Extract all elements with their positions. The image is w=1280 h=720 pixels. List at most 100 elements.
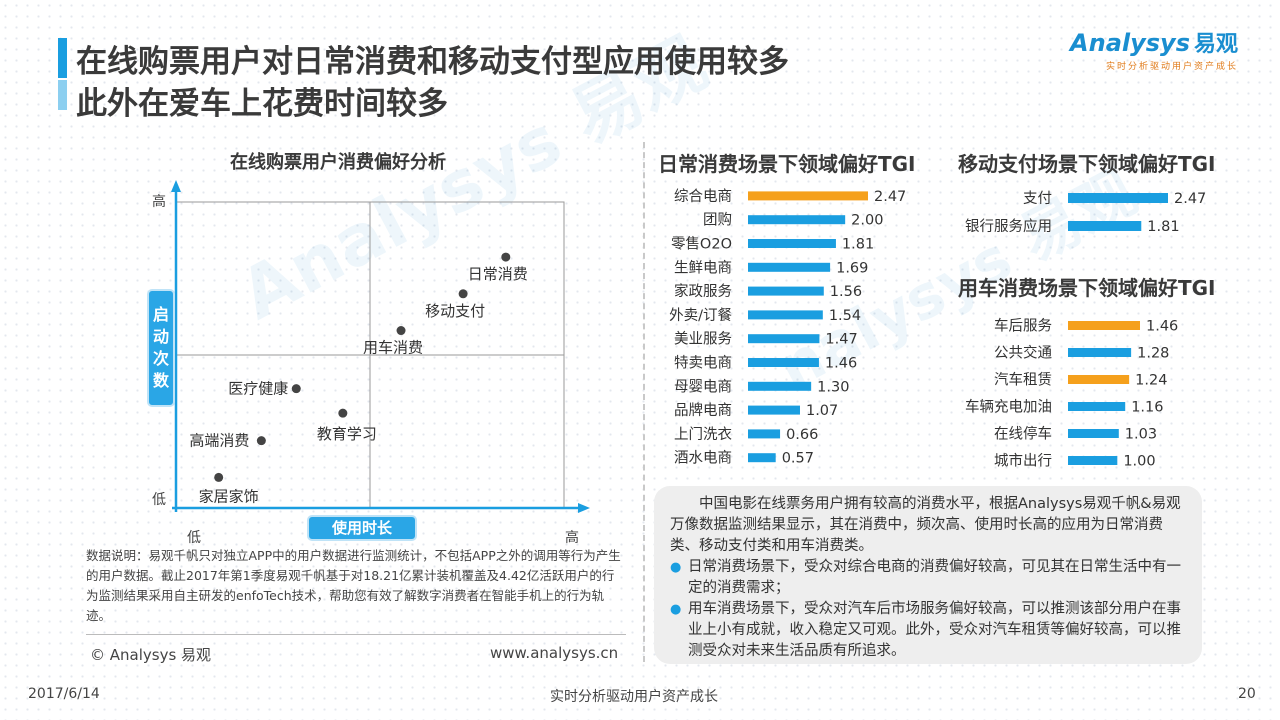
bar: [748, 215, 846, 225]
bar-category-label: 零售O2O: [671, 236, 732, 253]
scatter-point: [501, 252, 511, 262]
bar-category-label: 上门洗衣: [674, 426, 732, 443]
bar-value-label: 1.30: [817, 379, 849, 395]
bar-value-label: 0.66: [786, 427, 818, 443]
y-axis-title-char: 动: [153, 327, 169, 346]
bar-category-label: 综合电商: [674, 188, 732, 205]
bar-value-label: 1.81: [1147, 219, 1179, 235]
scatter-point: [214, 472, 224, 482]
section-divider: [643, 142, 645, 662]
bar: [1068, 348, 1132, 357]
bar-value-label: 1.00: [1123, 454, 1155, 470]
bar: [748, 405, 800, 415]
bar: [748, 381, 812, 391]
bar-category-label: 团购: [703, 212, 732, 229]
bar-value-label: 1.69: [836, 260, 868, 276]
summary-bullet: ● 日常消费场景下，受众对综合电商的消费偏好较高，可见其在日常生活中有一定的消费需…: [670, 557, 1186, 599]
summary-lead: 中国电影在线票务用户拥有较高的消费水平，根据Analysys易观千帆&易观万像数…: [670, 496, 1181, 554]
scatter-point: [396, 326, 406, 336]
summary-bullet: ● 用车消费场景下，受众对汽车后市场服务偏好较高，可以推测该部分用户在事业上小有成…: [670, 599, 1186, 662]
scatter-point: [458, 289, 468, 299]
x-high-label: 高: [565, 529, 579, 544]
bar-value-label: 2.00: [851, 213, 883, 229]
page-title-line2: 此外在爱车上花费时间较多: [76, 86, 448, 122]
bar: [748, 262, 831, 272]
x-axis-title: 使用时长: [331, 519, 393, 537]
note-divider: [86, 634, 626, 635]
car-tgi-title: 用车消费场景下领域偏好TGI: [958, 276, 1216, 300]
copyright-text: © Analysys 易观: [90, 646, 212, 664]
scatter-point-label: 医疗健康: [228, 380, 288, 398]
logo-slogan: 实时分析驱动用户资产成长: [1105, 62, 1238, 72]
logo-brand-cn: 易观: [1193, 32, 1238, 57]
scatter-point-label: 教育学习: [317, 425, 377, 443]
bar: [748, 334, 820, 344]
bar-category-label: 酒水电商: [674, 450, 732, 467]
bar: [1068, 375, 1130, 384]
x-axis-arrow-icon: [578, 503, 590, 513]
bar-value-label: 1.07: [806, 403, 838, 419]
bar-category-label: 特卖电商: [674, 355, 732, 372]
daily-tgi-chart: 综合电商 2.47 团购 2.00 零售O2O 1.81 生鲜电商 1.69 家政服务 1.56 外…: [669, 188, 906, 467]
bar-category-label: 外卖/订餐: [669, 307, 732, 324]
bar-category-label: 在线停车: [994, 426, 1052, 443]
bar: [748, 358, 819, 367]
data-note: 数据说明：易观千帆只对独立APP中的用户数据进行监测统计，不包括APP之外的调用…: [86, 548, 621, 623]
website-link[interactable]: www.analysys.cn: [490, 644, 619, 662]
bar-category-label: 车辆充电加油: [965, 399, 1052, 416]
bar-value-label: 1.56: [830, 284, 862, 300]
bar-category-label: 支付: [1023, 190, 1052, 207]
scatter-point-label: 移动支付: [425, 302, 485, 320]
bar-category-label: 银行服务应用: [965, 217, 1052, 235]
payment-tgi-chart: 支付 2.47 银行服务应用 1.81: [965, 190, 1206, 235]
bar: [748, 453, 776, 463]
bar-value-label: 1.46: [1146, 319, 1178, 335]
scatter-point: [338, 408, 348, 418]
bullet-icon: ●: [670, 602, 682, 617]
y-axis-title-char: 次: [153, 349, 169, 368]
y-low-label: 低: [152, 492, 166, 508]
bar: [748, 429, 781, 439]
bar: [748, 310, 823, 320]
summary-bullet-text: 用车消费场景下，受众对汽车后市场服务偏好较高，可以推测该部分用户在事业上小有成就…: [688, 601, 1181, 659]
bar-value-label: 1.47: [825, 332, 857, 348]
scatter-point-label: 用车消费: [363, 339, 423, 357]
y-axis-title-char: 启: [153, 305, 169, 324]
scatter-point-label: 家居家饰: [199, 487, 259, 505]
page-number: 20: [1238, 686, 1256, 702]
payment-tgi-title: 移动支付场景下领域偏好TGI: [958, 152, 1216, 176]
title-accent-bar: [58, 38, 67, 78]
bar-category-label: 公共交通: [994, 344, 1052, 362]
scatter-point-label: 日常消费: [468, 265, 528, 283]
bar-value-label: 1.03: [1125, 427, 1157, 443]
scatter-point: [256, 436, 266, 446]
bar-value-label: 0.57: [782, 451, 814, 467]
y-axis-title-badge: [147, 289, 175, 407]
bar-category-label: 美业服务: [674, 331, 732, 348]
bar-category-label: 汽车租赁: [994, 372, 1052, 389]
daily-tgi-title: 日常消费场景下领域偏好TGI: [658, 152, 916, 176]
summary-list: ● 日常消费场景下，受众对综合电商的消费偏好较高，可见其在日常生活中有一定的消费需…: [670, 557, 1186, 662]
bar: [1068, 193, 1168, 203]
y-axis-title-char: 数: [153, 371, 170, 390]
bullet-icon: ●: [670, 560, 682, 575]
bar-value-label: 1.54: [829, 308, 861, 324]
x-axis-title-badge: [307, 515, 417, 541]
bar-value-label: 1.81: [842, 237, 874, 253]
bar: [748, 239, 836, 248]
scatter-point-label: 高端消费: [189, 432, 249, 450]
logo-initial: A: [1070, 29, 1089, 57]
footer-date: 2017/6/14: [28, 686, 100, 702]
bar: [1068, 456, 1118, 465]
bar: [748, 191, 868, 201]
bar-category-label: 家政服务: [674, 283, 732, 300]
bar-value-label: 1.46: [825, 356, 857, 372]
summary-bullet-text: 日常消费场景下，受众对综合电商的消费偏好较高，可见其在日常生活中有一定的消费需求…: [688, 559, 1181, 596]
bar: [748, 286, 824, 296]
bar-category-label: 母婴电商: [674, 378, 732, 395]
bar-category-label: 城市出行: [994, 453, 1052, 470]
x-low-label: 低: [187, 530, 201, 544]
car-tgi-chart: 车后服务 1.46 公共交通 1.28 汽车租赁 1.24 车辆充电加油 1.16 在线停车 1.…: [965, 318, 1178, 470]
bar: [1068, 321, 1140, 330]
